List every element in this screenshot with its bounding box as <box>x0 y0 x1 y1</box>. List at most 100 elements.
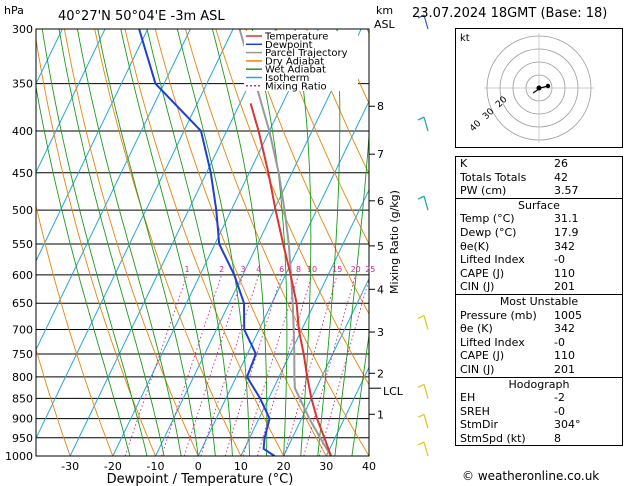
isotherm-line <box>325 366 369 456</box>
surface-row: Dewp (°C) 17.9 <box>460 225 579 239</box>
wind-barb-flag <box>417 195 425 200</box>
surface-row: CIN (J) 201 <box>460 280 575 294</box>
pressure-tick-label: 400 <box>12 125 33 138</box>
mixing-ratio-line <box>283 274 338 456</box>
pressure-tick-label: 500 <box>12 204 33 217</box>
most-unstable-row: θe (K) 342 <box>460 322 575 336</box>
mixing-ratio-label: 15 <box>332 265 342 274</box>
km-tick-label: 8 <box>377 100 384 113</box>
dry-adiabat-line <box>36 203 114 456</box>
pressure-tick-label: 800 <box>12 371 33 384</box>
mixing-ratio-line <box>224 274 283 456</box>
mixing-ratio-line <box>318 277 369 456</box>
wet-adiabat-line <box>251 29 288 456</box>
wind-barb-flag <box>417 383 425 388</box>
mixing-ratio-label: 3 <box>240 265 245 274</box>
mixing-ratio-label: 1 <box>184 265 189 274</box>
wind-barb-flag <box>417 14 425 19</box>
wind-barb-flag <box>417 314 425 320</box>
wind-barbs <box>417 14 429 457</box>
dry-adiabat-line <box>185 29 369 456</box>
most-unstable-row: Lifted Index -0 <box>460 335 565 349</box>
surface-row: CAPE (J) 110 <box>460 266 575 280</box>
wet-adiabat-line <box>97 29 199 456</box>
wet-adiabat-line <box>76 29 182 456</box>
isotherm-line <box>197 100 369 456</box>
pressure-tick-label: 950 <box>12 432 33 445</box>
legend-label: Parcel Trajectory <box>265 48 348 59</box>
legend-label: Isotherm <box>265 73 309 84</box>
sounding-profiles <box>138 29 332 456</box>
temperature-tick-label: 20 <box>277 460 291 473</box>
pressure-tick-label: 850 <box>12 392 33 405</box>
wet-adiabat-line <box>334 130 369 456</box>
hodograph-ring-label-40: 40 <box>468 119 483 134</box>
pressure-tick-label: 900 <box>12 413 33 426</box>
most-unstable-row: CIN (J) 201 <box>460 362 575 376</box>
most-unstable-row: Pressure (mb) 1005 <box>460 308 582 322</box>
temperature-tick-label: -10 <box>147 460 165 473</box>
hodograph-kt-label: kt <box>460 33 470 44</box>
hodograph-panel: kt 40 30 20 <box>455 28 623 148</box>
wet-adiabat-line <box>58 29 165 456</box>
hodograph-ring-label-20: 20 <box>494 95 509 110</box>
mixing-ratio-label: 4 <box>256 265 261 274</box>
dry-adiabat-line <box>63 29 199 456</box>
hodograph-row: EH -2 <box>460 391 565 405</box>
most-unstable-row: CAPE (J) 110 <box>460 349 575 363</box>
km-label: km <box>376 4 393 17</box>
km-tick-label: 2 <box>377 367 384 380</box>
temperature-tick-label: 0 <box>195 460 202 473</box>
dry-adiabat-line <box>94 29 242 456</box>
isotherm-line <box>155 29 362 456</box>
mixing-ratio-label: 2 <box>219 265 224 274</box>
dry-adiabat-line <box>245 29 369 315</box>
legend-label: Wet Adiabat <box>265 65 326 76</box>
legend-label: Mixing Ratio <box>265 81 327 92</box>
indices-table: K 26 Totals Totals 42 PW (cm) 3.57 Surface … <box>455 156 623 447</box>
index-row-k: K 26 <box>460 157 568 170</box>
hodograph-row: StmDir 304° <box>460 418 581 432</box>
most-unstable-section: Most Unstable Pressure (mb) 1005 θe (K) 34… <box>456 293 622 377</box>
wind-barb-flag <box>417 116 425 121</box>
hodograph-storm-motion <box>536 85 542 91</box>
wet-adiabat-line <box>294 29 312 456</box>
x-axis-title: Dewpoint / Temperature (°C) <box>107 472 294 486</box>
km-tick-label: 6 <box>377 195 384 208</box>
wet-adiabat-line <box>36 84 131 456</box>
hodograph-plot: kt 40 30 20 <box>460 33 594 143</box>
temperature-tick-label: -30 <box>61 460 79 473</box>
hodograph-section: Hodograph EH -2 SREH -0 StmDir 304° StmSpd … <box>456 376 622 446</box>
isotherm-line <box>36 29 234 440</box>
index-row-pw: PW (cm) 3.57 <box>460 184 579 198</box>
wind-barb-shaft <box>423 384 429 399</box>
pressure-axis: 300 350 400 450 500 550 600 650 700 750 800 850 900 9… <box>5 23 33 463</box>
hodograph-row: StmSpd (kt) 8 <box>460 431 561 445</box>
pressure-tick-label: 450 <box>12 167 33 180</box>
lcl-label: LCL <box>383 385 404 398</box>
dewpoint-line <box>138 29 276 456</box>
dry-adiabat-line <box>36 37 156 456</box>
hodograph-ring-label-30: 30 <box>481 107 496 122</box>
wet-adiabat-line <box>146 29 233 456</box>
isotherm-line <box>36 29 191 351</box>
dry-adiabat-line <box>275 29 369 245</box>
wind-barb-shaft <box>423 196 429 211</box>
pressure-tick-label: 650 <box>12 297 33 310</box>
wet-adiabat-line <box>176 29 250 456</box>
mixing-ratio-line <box>124 274 188 456</box>
pressure-tick-label: 700 <box>12 324 33 337</box>
wet-adiabat-line <box>317 29 341 456</box>
legend-label: Temperature <box>264 32 328 43</box>
legend-label: Dewpoint <box>265 40 313 51</box>
legend-background <box>244 31 358 91</box>
asl-label: ASL <box>374 18 396 31</box>
wind-barb-shaft <box>423 116 429 132</box>
isotherm-line <box>36 29 106 174</box>
wind-barb-shaft <box>423 441 429 457</box>
pressure-tick-label: 350 <box>12 78 33 91</box>
surface-title: Surface <box>518 198 560 212</box>
surface-row: Lifted Index -0 <box>460 253 565 267</box>
